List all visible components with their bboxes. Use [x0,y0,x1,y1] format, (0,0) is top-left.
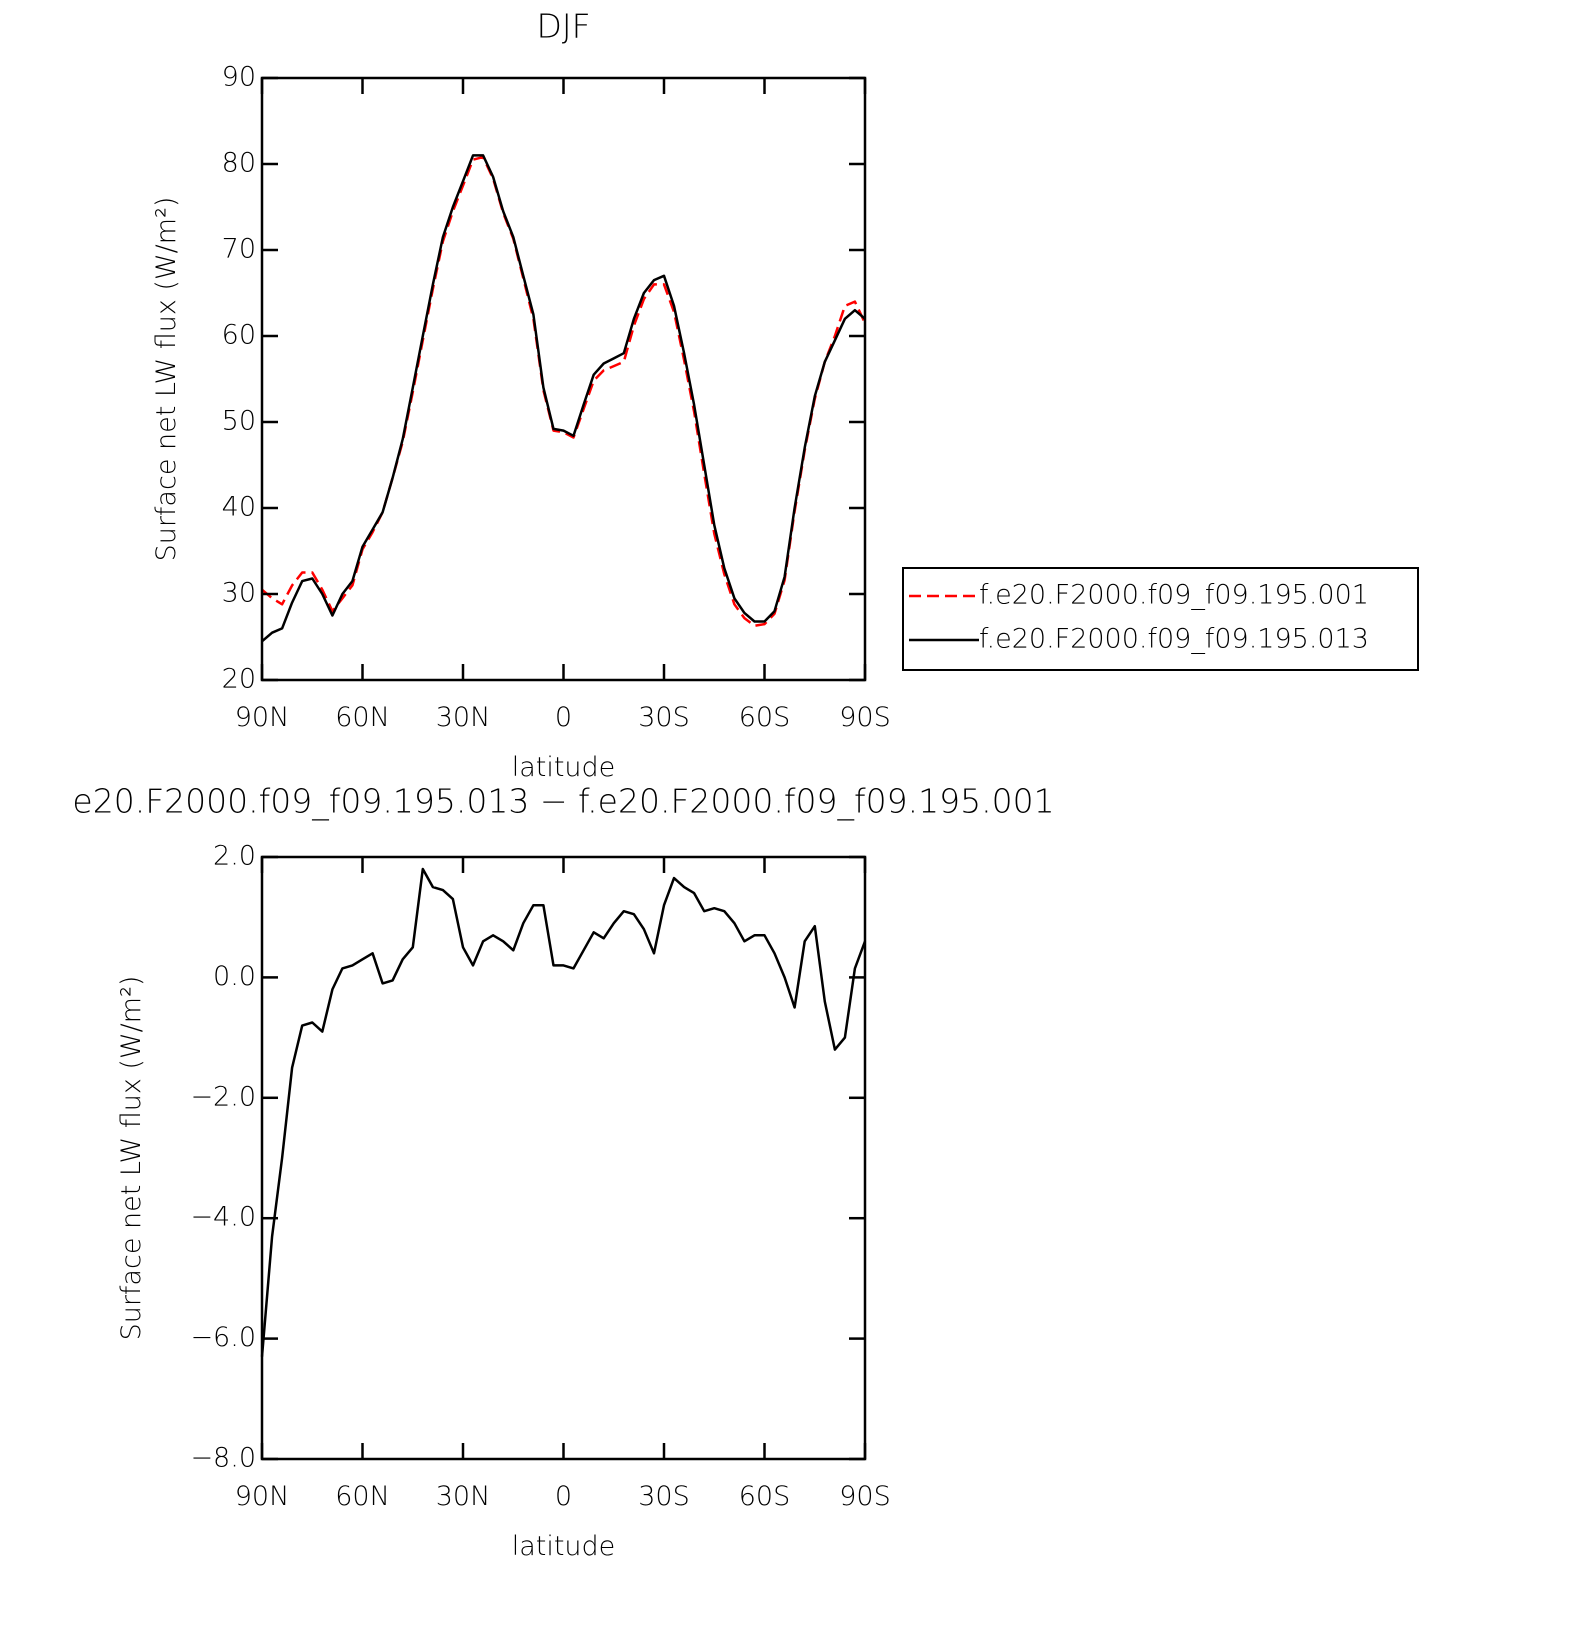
x-tick-label: 0 [555,702,572,733]
legend-label: f.e20.F2000.f09_f09.195.001 [979,580,1369,611]
y-tick-label: 30 [222,578,256,609]
data-line [261,155,867,628]
y-tick-label: −4.0 [190,1202,256,1233]
x-tick-label: 60N [335,702,390,733]
x-tick-label: 90S [839,1481,891,1512]
y-tick-label: −6.0 [190,1322,256,1353]
x-tick-label: 30N [436,702,491,733]
y-tick-label: 50 [222,406,256,437]
x-tick-label: 90S [839,702,891,733]
y-axis-label: Surface net LW flux (W/m²) [116,976,147,1341]
y-tick-label: 0.0 [213,961,256,992]
legend-box [902,567,1419,671]
x-tick-label: 30S [638,702,690,733]
plot-frame [260,76,867,682]
chart-title: DJF [536,7,590,46]
x-tick-label: 30N [436,1481,491,1512]
y-tick-label: −2.0 [190,1081,256,1112]
chart-title: e20.F2000.f09_f09.195.013 − f.e20.F2000.… [72,782,1054,822]
x-tick-label: 60S [739,1481,791,1512]
legend-label: f.e20.F2000.f09_f09.195.013 [979,624,1369,655]
data-line [260,867,867,1357]
x-axis-label: latitude [512,752,616,783]
y-axis-label: Surface net LW flux (W/m²) [151,197,182,562]
y-tick-label: 90 [222,62,256,93]
x-tick-label: 90N [235,1481,290,1512]
plot-frame [260,855,867,1461]
x-tick-label: 30S [638,1481,690,1512]
x-tick-label: 60S [739,702,791,733]
x-tick-label: 90N [235,702,290,733]
x-tick-label: 0 [555,1481,572,1512]
y-tick-label: −8.0 [190,1443,256,1474]
y-tick-label: 40 [222,492,256,523]
y-tick-label: 70 [222,234,256,265]
data-line [261,154,866,643]
y-tick-label: 20 [222,664,256,695]
x-axis-label: latitude [512,1531,616,1562]
y-tick-label: 80 [222,148,256,179]
x-tick-label: 60N [335,1481,390,1512]
y-tick-label: 2.0 [213,841,256,872]
y-tick-label: 60 [222,320,256,351]
